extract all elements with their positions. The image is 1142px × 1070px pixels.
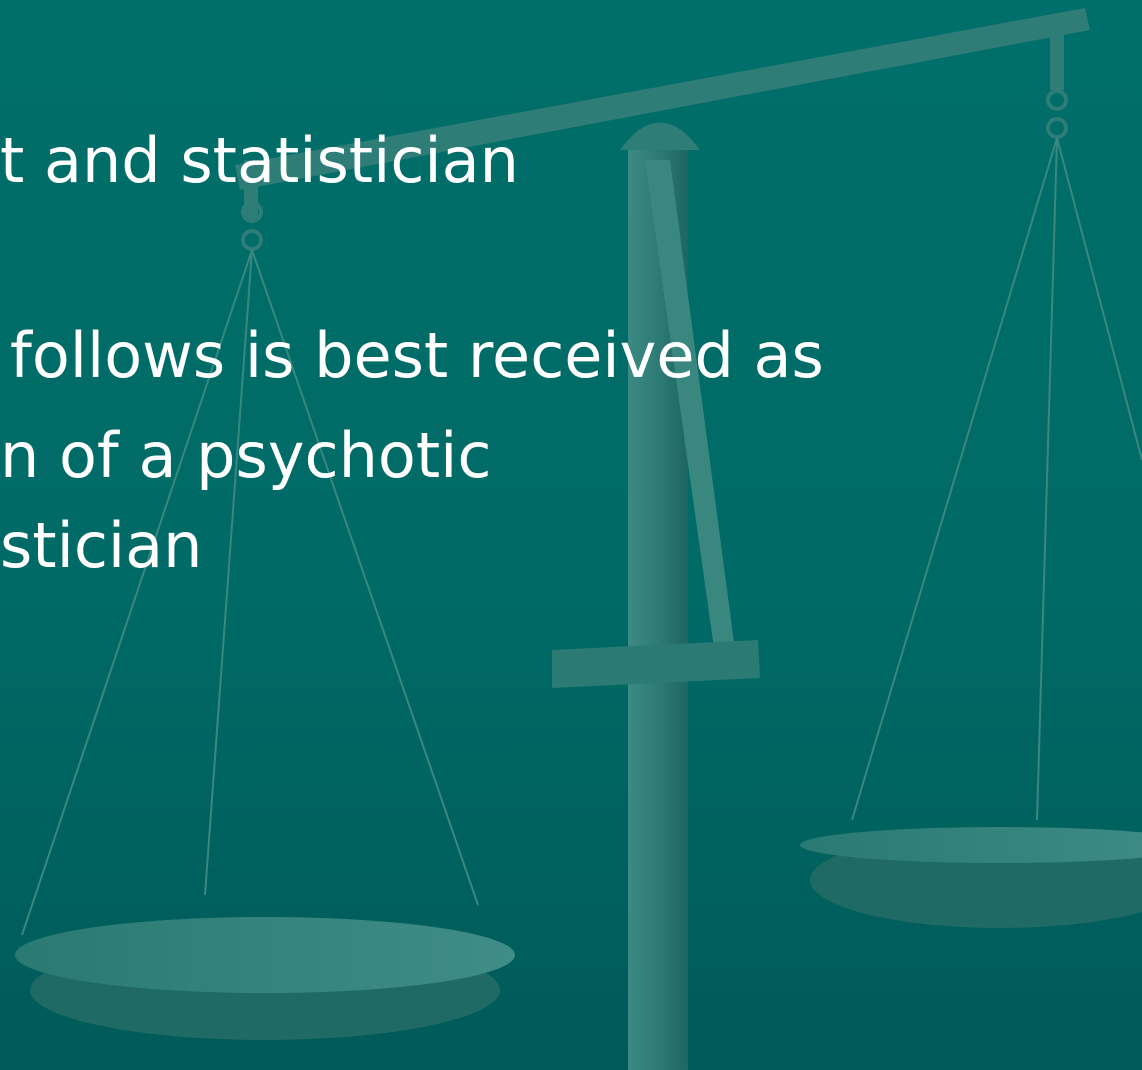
text-line: n of a psychotic — [0, 425, 491, 487]
text-line: follows is best received as — [10, 325, 824, 387]
text-line: stician — [0, 515, 202, 577]
text-line: t and statistician — [0, 130, 519, 192]
slide: t and statistician follows is best recei… — [0, 0, 1142, 1070]
